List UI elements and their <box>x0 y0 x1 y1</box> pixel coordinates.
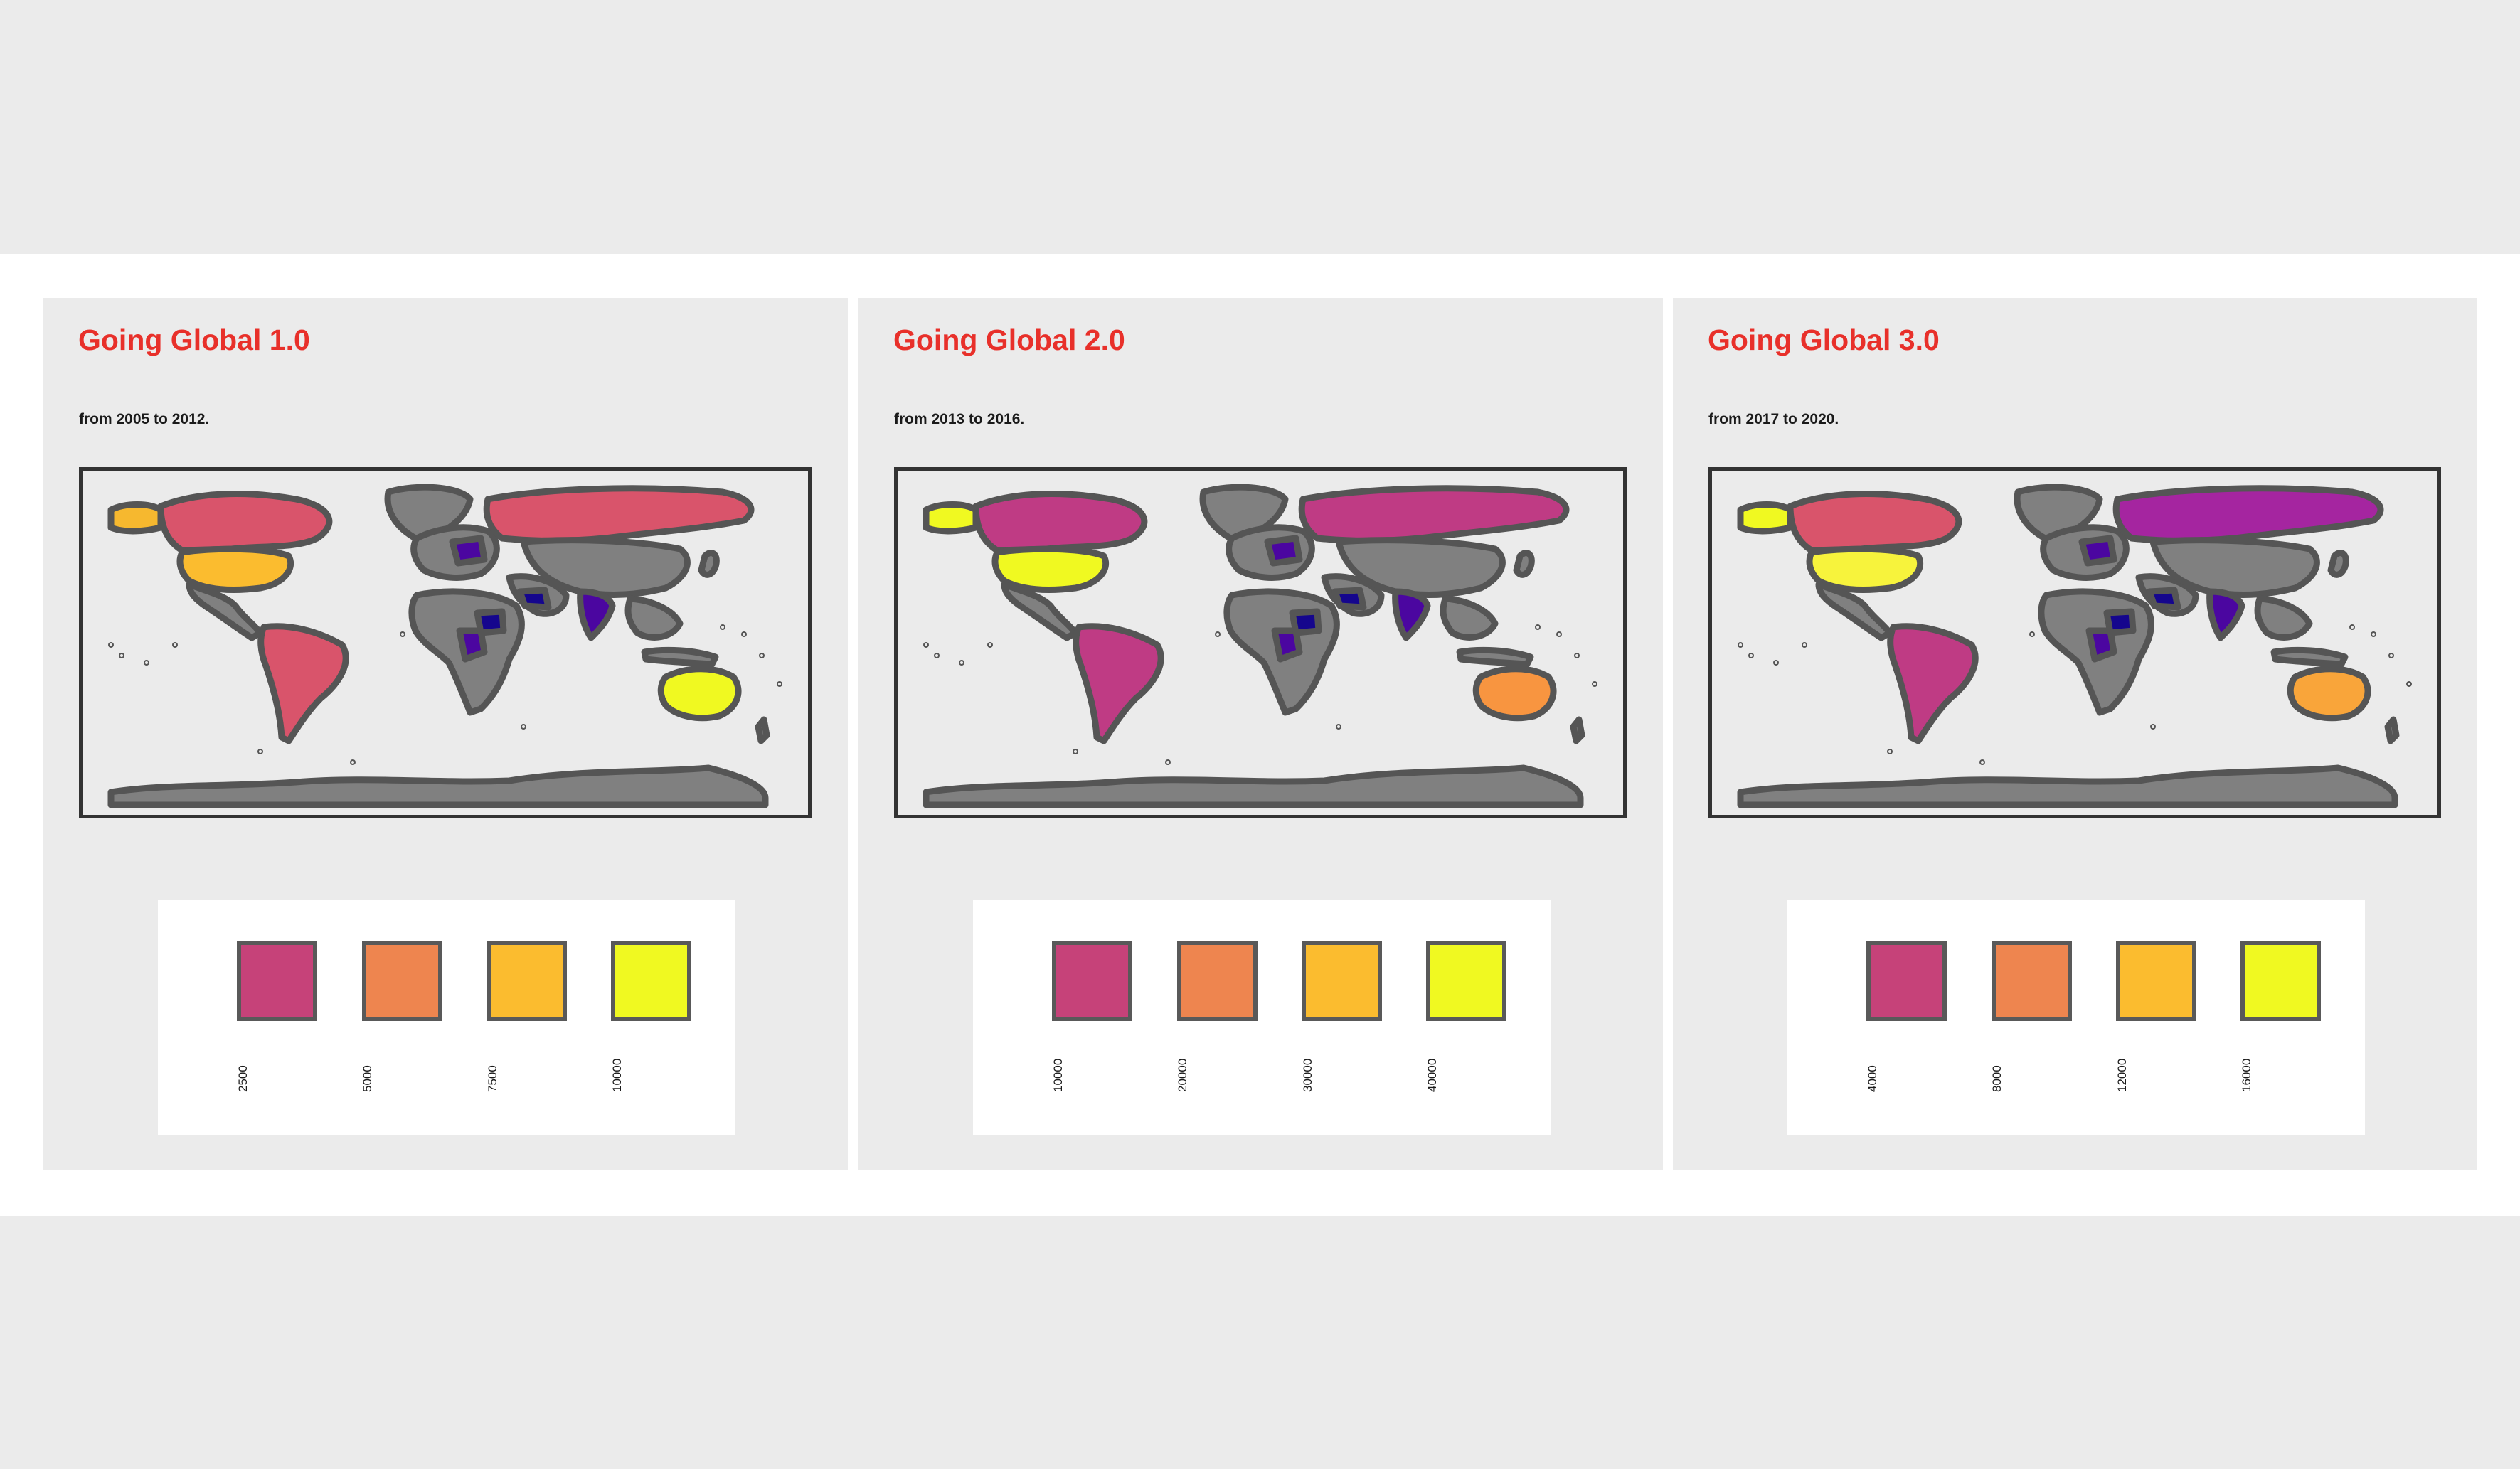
japan-shape <box>2327 550 2349 578</box>
legend-key <box>1866 941 1947 1021</box>
map-panel: Going Global 3.0 from 2017 to 2020. <box>1673 298 2477 1170</box>
legend-key <box>1177 941 1258 1021</box>
southeast-asia-shape <box>624 595 684 641</box>
world-map <box>1708 467 2441 818</box>
antarctica-shape <box>923 764 1584 808</box>
central-africa-shape <box>456 627 488 663</box>
legend-label: 40000 <box>1425 1058 1439 1092</box>
legend-key <box>1426 941 1506 1021</box>
world-map <box>79 467 812 818</box>
new-zealand-shape <box>755 716 770 744</box>
new-zealand-shape <box>1570 716 1585 744</box>
legend-label: 5000 <box>361 1065 374 1092</box>
eastern-europe-shape <box>2078 535 2117 567</box>
panel-subtitle: from 2017 to 2020. <box>1708 411 1839 427</box>
south-america-shape <box>257 623 349 744</box>
usa-shape <box>176 545 294 593</box>
eastern-europe-shape <box>1264 535 1303 567</box>
south-america-shape <box>1887 623 1979 744</box>
asia-shape <box>2149 537 2320 599</box>
canada-shape <box>972 491 1148 554</box>
russia-shape <box>2112 485 2384 544</box>
panel-title: Going Global 3.0 <box>1708 324 1940 356</box>
legend-key <box>237 941 317 1021</box>
panel-title: Going Global 2.0 <box>893 324 1125 356</box>
australia-shape <box>657 666 742 722</box>
legend-label: 20000 <box>1176 1058 1189 1092</box>
alaska-shape <box>923 501 979 535</box>
legend-key <box>362 941 442 1021</box>
usa-shape <box>1806 545 1924 593</box>
eastern-europe-shape <box>449 535 488 567</box>
legend-key <box>487 941 567 1021</box>
asia-shape <box>520 537 691 599</box>
central-africa-shape <box>2085 627 2117 663</box>
southeast-asia-shape <box>2254 595 2313 641</box>
new-zealand-shape <box>2384 716 2400 744</box>
mexico-shape <box>1001 581 1079 641</box>
west-africa-shape <box>2103 608 2137 636</box>
russia-shape <box>483 485 755 544</box>
indonesia-shape <box>1456 646 1534 668</box>
legend-label: 7500 <box>486 1065 499 1092</box>
legend-label: 4000 <box>1866 1065 1879 1092</box>
mexico-shape <box>186 581 264 641</box>
alaska-shape <box>107 501 164 535</box>
india-shape <box>577 588 616 641</box>
south-america-shape <box>1073 623 1164 744</box>
mexico-shape <box>1815 581 1893 641</box>
russia-shape <box>1298 485 1570 544</box>
panel-title: Going Global 1.0 <box>78 324 310 356</box>
world-map-svg <box>1737 484 2412 808</box>
indonesia-shape <box>641 646 719 668</box>
legend-key <box>2116 941 2196 1021</box>
japan-shape <box>698 550 720 578</box>
legend-key <box>1302 941 1382 1021</box>
panel-subtitle: from 2005 to 2012. <box>79 411 210 427</box>
arabia-shape <box>516 587 552 611</box>
legend-label: 12000 <box>2115 1058 2129 1092</box>
arabia-shape <box>1331 587 1367 611</box>
world-map-svg <box>923 484 1597 808</box>
india-shape <box>2206 588 2245 641</box>
panel-subtitle: from 2013 to 2016. <box>894 411 1025 427</box>
west-africa-shape <box>1289 608 1322 636</box>
legend-label: 2500 <box>236 1065 250 1092</box>
australia-shape <box>1472 666 1557 722</box>
legend-key <box>1052 941 1132 1021</box>
legend-key <box>1992 941 2072 1021</box>
legend-label: 30000 <box>1301 1058 1314 1092</box>
australia-shape <box>2287 666 2371 722</box>
asia-shape <box>1335 537 1506 599</box>
map-panel: Going Global 1.0 from 2005 to 2012. <box>43 298 848 1170</box>
canada-shape <box>157 491 333 554</box>
legend-label: 8000 <box>1990 1065 2004 1092</box>
southeast-asia-shape <box>1440 595 1499 641</box>
antarctica-shape <box>1737 764 2398 808</box>
map-panel: Going Global 2.0 from 2013 to 2016. <box>858 298 1663 1170</box>
canada-shape <box>1787 491 1962 554</box>
arabia-shape <box>2146 587 2181 611</box>
world-map <box>894 467 1627 818</box>
japan-shape <box>1513 550 1535 578</box>
legend-label: 10000 <box>610 1058 624 1092</box>
indonesia-shape <box>2270 646 2349 668</box>
west-africa-shape <box>474 608 507 636</box>
world-map-svg <box>107 484 782 808</box>
legend-key <box>2240 941 2321 1021</box>
central-africa-shape <box>1271 627 1303 663</box>
legend-key <box>611 941 691 1021</box>
usa-shape <box>991 545 1110 593</box>
color-legend: 4000 8000 12000 16000 <box>1787 900 2365 1135</box>
legend-label: 10000 <box>1051 1058 1065 1092</box>
color-legend: 10000 20000 30000 40000 <box>973 900 1551 1135</box>
color-legend: 2500 5000 7500 10000 <box>158 900 735 1135</box>
legend-label: 16000 <box>2240 1058 2253 1092</box>
india-shape <box>1392 588 1431 641</box>
antarctica-shape <box>107 764 769 808</box>
alaska-shape <box>1737 501 1794 535</box>
